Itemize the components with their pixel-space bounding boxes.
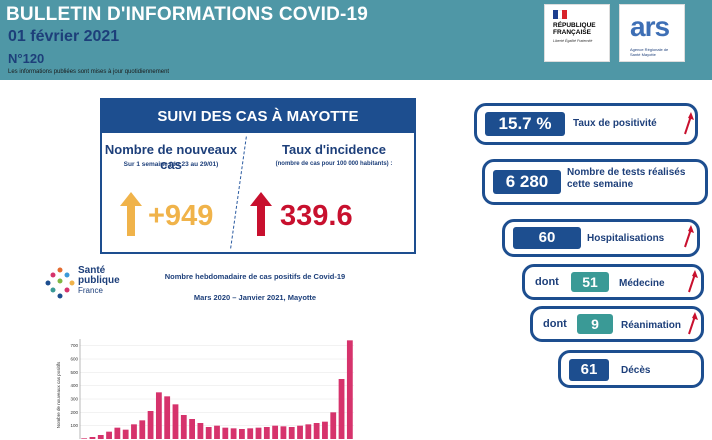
chart-bar [131, 424, 137, 439]
update-note: Les informations publiées sont mises à j… [8, 69, 170, 75]
trend-up-icon [684, 225, 694, 248]
case-tracking-title: SUIVI DES CAS À MAYOTTE [102, 100, 414, 133]
chart-bar [214, 425, 220, 439]
chart-bar [205, 427, 212, 439]
tests-value: 6 280 [493, 170, 561, 194]
chart-bar [172, 404, 179, 439]
spf-line1: Santé [78, 265, 106, 276]
chart-bar [247, 428, 254, 439]
chart-bar [272, 425, 279, 439]
chart-bar [139, 420, 146, 439]
bulletin-title: BULLETIN D'INFORMATIONS COVID-19 [6, 4, 369, 25]
chart-bar [222, 427, 229, 439]
chart-bar [230, 428, 237, 439]
chart-bar [305, 424, 312, 439]
sante-publique-france-logo: Santé publique France [44, 262, 134, 312]
up-arrow-icon [120, 192, 142, 236]
trend-up-icon [688, 270, 698, 293]
rf-line1: RÉPUBLIQUE [553, 22, 596, 29]
incidence-value: 339.6 [280, 200, 353, 232]
chart-bar [147, 411, 154, 439]
chart-bar [288, 427, 295, 439]
y-tick-label: 300 [70, 397, 78, 402]
chart-bar [155, 392, 162, 439]
spf-dots-icon [45, 267, 75, 299]
reanimation-prefix: dont [543, 318, 567, 330]
hospitalisations-card: 60 Hospitalisations [502, 219, 700, 257]
chart-bar [164, 396, 171, 439]
up-arrow-icon [250, 192, 272, 236]
rf-line2: FRANÇAISE [553, 29, 591, 36]
reanimation-value: 9 [577, 314, 613, 334]
chart-bar [197, 423, 204, 439]
spf-line2: publique [78, 275, 120, 286]
chart-bar [322, 421, 328, 439]
deces-card: 61 Décès [558, 350, 704, 388]
chart-bar [280, 426, 287, 439]
y-axis-label: Nombre de nouveaux cas positifs [56, 361, 61, 428]
chart-bar [114, 427, 121, 439]
french-flag-icon [553, 10, 568, 19]
chart-bar [255, 427, 262, 439]
y-tick-label: 400 [70, 383, 78, 388]
y-tick-label: 200 [70, 410, 78, 415]
ars-logo-subtitle: Agence Régionale de Santé Mayotte [630, 47, 669, 57]
medecine-card: dont 51 Médecine [522, 264, 704, 300]
chart-bar [263, 427, 270, 439]
y-tick-label: 100 [70, 423, 78, 428]
positivity-rate-label: Taux de positivité [573, 118, 657, 129]
chart-bar [346, 340, 353, 439]
trend-up-icon [688, 312, 698, 335]
incidence-label: Taux d'incidence [282, 142, 386, 157]
reanimation-label: Réanimation [621, 320, 682, 331]
medecine-label: Médecine [619, 278, 665, 289]
chart-bar [122, 429, 129, 439]
chart-bar [313, 423, 320, 439]
chart-bar [330, 412, 337, 439]
hospitalisations-label: Hospitalisations [587, 233, 665, 244]
positivity-rate-value: 15.7 % [485, 112, 565, 136]
bulletin-number: N°120 [8, 51, 45, 66]
chart-bar [297, 425, 303, 439]
tests-label: Nombre de tests réalisés cette semaine [567, 167, 686, 190]
republique-francaise-logo: RÉPUBLIQUE FRANÇAISE Liberté Égalité Fra… [544, 4, 610, 62]
chart-subtitle: Mars 2020 – Janvier 2021, Mayotte [193, 293, 317, 302]
medecine-prefix: dont [535, 276, 559, 288]
chart-bar [81, 438, 88, 439]
reanimation-card: dont 9 Réanimation [530, 306, 704, 342]
ars-logo-text: ars [630, 11, 670, 42]
deces-value: 61 [569, 359, 609, 381]
chart-title: Nombre hebdomadaire de cas positifs de C… [164, 272, 346, 281]
header-banner: BULLETIN D'INFORMATIONS COVID-19 01 févr… [0, 0, 712, 80]
chart-bar [239, 429, 245, 439]
chart-bar [106, 431, 112, 439]
positivity-rate-card: 15.7 % Taux de positivité [474, 103, 698, 145]
bulletin-date: 01 février 2021 [8, 28, 120, 45]
chart-bar [189, 419, 195, 439]
weekly-cases-chart: Nombre de nouveaux cas positifs 700 600 500… [56, 339, 354, 439]
medecine-value: 51 [571, 272, 609, 292]
incidence-unit: (nombre de cas pour 100 000 habitants) : [275, 161, 393, 167]
chart-bar [338, 379, 345, 439]
ars-logo: ars Agence Régionale de Santé Mayotte [619, 4, 685, 62]
rf-motto: Liberté Égalité Fraternité [553, 39, 593, 43]
new-cases-label: Nombre de nouveaux cas [104, 142, 238, 172]
chart-bar [89, 437, 96, 439]
tests-card: 6 280 Nombre de tests réalisés cette sem… [482, 159, 708, 205]
chart-bar [180, 415, 187, 439]
y-tick-label: 700 [70, 343, 78, 348]
y-tick-label: 600 [70, 357, 78, 362]
chart-bar [97, 435, 104, 439]
trend-up-icon [684, 112, 694, 135]
spf-line3: France [78, 286, 103, 295]
case-tracking-panel: SUIVI DES CAS À MAYOTTE Nombre de nouvea… [100, 98, 416, 254]
new-cases-value: +949 [148, 200, 214, 232]
new-cases-period: Sur 1 semaine (du 23 au 29/01) [123, 161, 219, 168]
hospitalisations-value: 60 [513, 227, 581, 249]
y-tick-label: 500 [70, 370, 78, 375]
deces-label: Décès [621, 365, 651, 376]
